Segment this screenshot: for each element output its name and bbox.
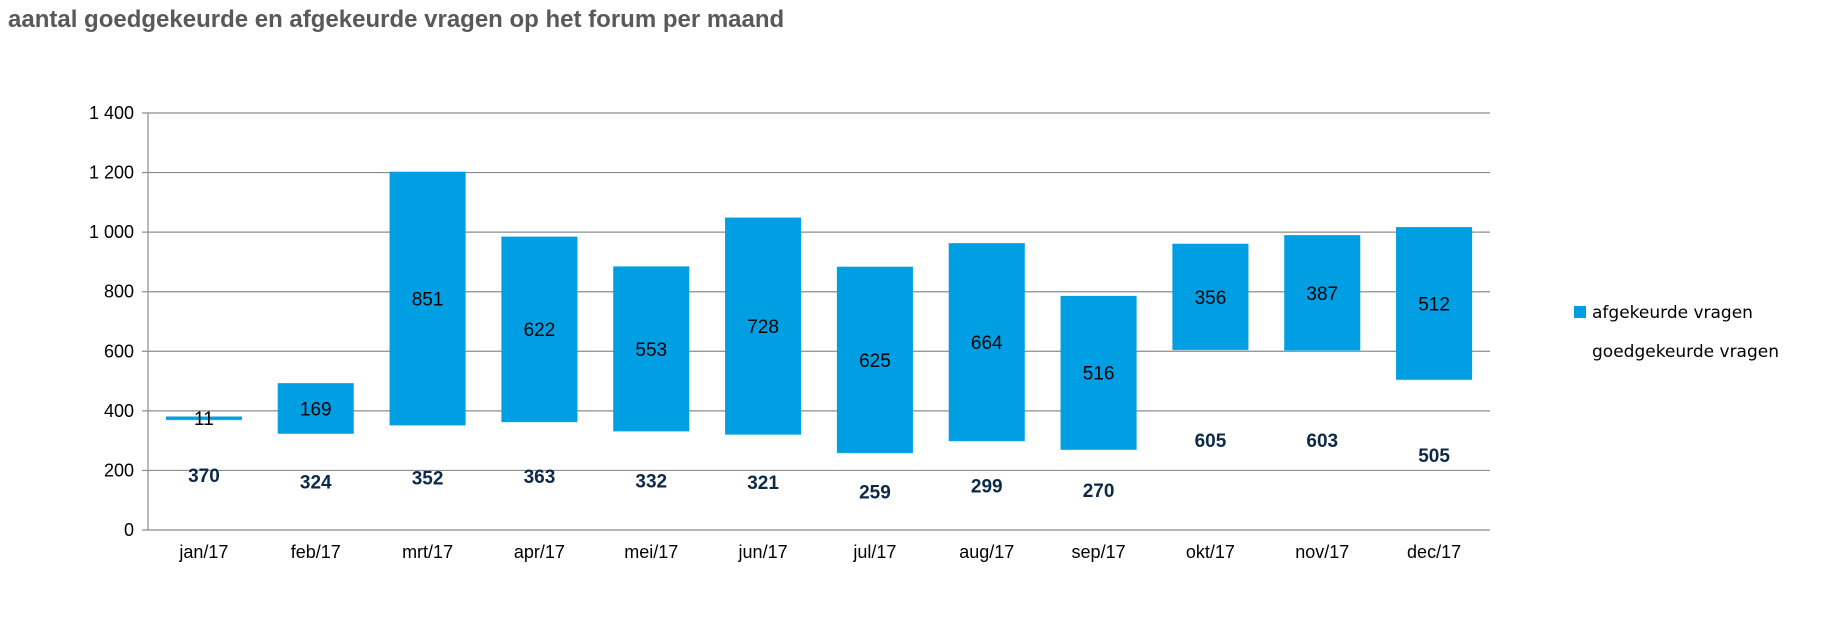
- bar-afgekeurde: [1396, 227, 1473, 380]
- bar-afgekeurde: [501, 236, 578, 422]
- y-tick-label: 0: [124, 520, 134, 540]
- data-label-afgekeurde: 625: [859, 351, 891, 372]
- data-label-goedgekeurde: 352: [412, 469, 444, 490]
- x-tick-label: aug/17: [959, 542, 1014, 562]
- chart-title: aantal goedgekeurde en afgekeurde vragen…: [8, 6, 785, 33]
- x-tick-label: dec/17: [1407, 542, 1461, 562]
- bars: 11 370 169 324 851 352 622 363 553 332 728 321 625 25…: [165, 171, 1473, 503]
- data-label-afgekeurde: 169: [300, 399, 332, 420]
- legend: afgekeurde vragen goedgekeurde vragen: [1574, 303, 1779, 362]
- y-tick-label: 1 000: [89, 222, 134, 242]
- x-tick-label: jun/17: [738, 542, 788, 562]
- data-label-goedgekeurde: 270: [1083, 481, 1115, 502]
- y-tick-label: 1 400: [89, 103, 134, 123]
- y-tick-label: 400: [104, 401, 134, 421]
- x-tick-label: nov/17: [1295, 542, 1349, 562]
- data-label-afgekeurde: 622: [524, 320, 556, 341]
- y-tick-label: 1 200: [89, 163, 134, 183]
- data-label-afgekeurde: 664: [971, 333, 1003, 354]
- data-label-goedgekeurde: 505: [1418, 446, 1450, 467]
- bar-afgekeurde: [613, 266, 690, 432]
- bar-afgekeurde: [1060, 295, 1137, 450]
- x-tick-label: okt/17: [1186, 542, 1235, 562]
- bar-afgekeurde: [948, 243, 1025, 441]
- x-tick-label: mrt/17: [402, 542, 453, 562]
- data-label-goedgekeurde: 603: [1306, 431, 1338, 452]
- legend-label-goedgekeurde: goedgekeurde vragen: [1592, 342, 1779, 362]
- x-tick-label: feb/17: [291, 542, 341, 562]
- bar-afgekeurde: [1172, 243, 1249, 350]
- data-label-afgekeurde: 516: [1083, 364, 1115, 385]
- y-tick-label: 200: [104, 460, 134, 480]
- data-label-goedgekeurde: 299: [971, 476, 1003, 497]
- data-label-afgekeurde: 553: [635, 340, 667, 361]
- x-tick-label: sep/17: [1072, 542, 1126, 562]
- y-tick-label: 600: [104, 341, 134, 361]
- x-tick-label: jul/17: [852, 542, 896, 562]
- x-tick-label: jan/17: [178, 542, 228, 562]
- x-tick-label: apr/17: [514, 542, 565, 562]
- legend-swatch-afgekeurde: [1574, 306, 1586, 318]
- data-label-goedgekeurde: 259: [859, 482, 891, 503]
- data-label-afgekeurde: 728: [747, 317, 779, 338]
- data-label-goedgekeurde: 605: [1195, 431, 1227, 452]
- x-axis-ticks: jan/17 feb/17 mrt/17 apr/17 mei/17 jun/17 jul/…: [178, 542, 1461, 562]
- data-label-goedgekeurde: 363: [524, 467, 556, 488]
- bar-afgekeurde: [165, 416, 242, 420]
- data-label-afgekeurde: 851: [412, 289, 444, 310]
- bar-afgekeurde: [277, 383, 354, 434]
- y-axis-ticks: 0 200 400 600 800 1 000 1 200 1 400: [89, 103, 134, 540]
- data-label-goedgekeurde: 321: [747, 473, 779, 494]
- x-tick-label: mei/17: [624, 542, 678, 562]
- data-label-goedgekeurde: 332: [635, 472, 667, 493]
- bar-afgekeurde: [1284, 235, 1361, 351]
- legend-label-afgekeurde: afgekeurde vragen: [1592, 303, 1753, 323]
- axes: [142, 112, 1490, 531]
- data-label-goedgekeurde: 370: [188, 466, 220, 487]
- data-label-afgekeurde: 11: [194, 409, 214, 430]
- y-tick-label: 800: [104, 282, 134, 302]
- data-label-afgekeurde: 387: [1306, 284, 1338, 305]
- bar-afgekeurde: [389, 171, 466, 426]
- gridlines: [148, 112, 1490, 472]
- data-label-goedgekeurde: 324: [300, 473, 332, 494]
- data-label-afgekeurde: 356: [1195, 288, 1227, 309]
- bar-afgekeurde: [836, 266, 913, 453]
- bar-afgekeurde: [725, 217, 802, 435]
- data-label-afgekeurde: 512: [1418, 294, 1450, 315]
